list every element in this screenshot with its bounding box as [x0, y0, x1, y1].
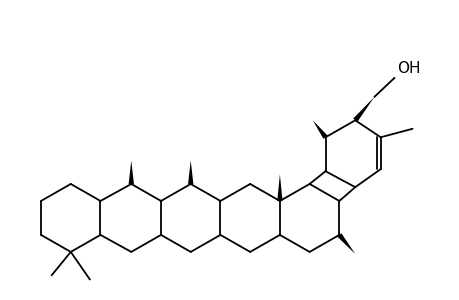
Polygon shape [336, 233, 354, 254]
Polygon shape [312, 120, 327, 139]
Text: OH: OH [396, 61, 419, 76]
Polygon shape [129, 160, 134, 184]
Polygon shape [277, 174, 282, 201]
Polygon shape [353, 97, 374, 122]
Polygon shape [188, 160, 193, 184]
